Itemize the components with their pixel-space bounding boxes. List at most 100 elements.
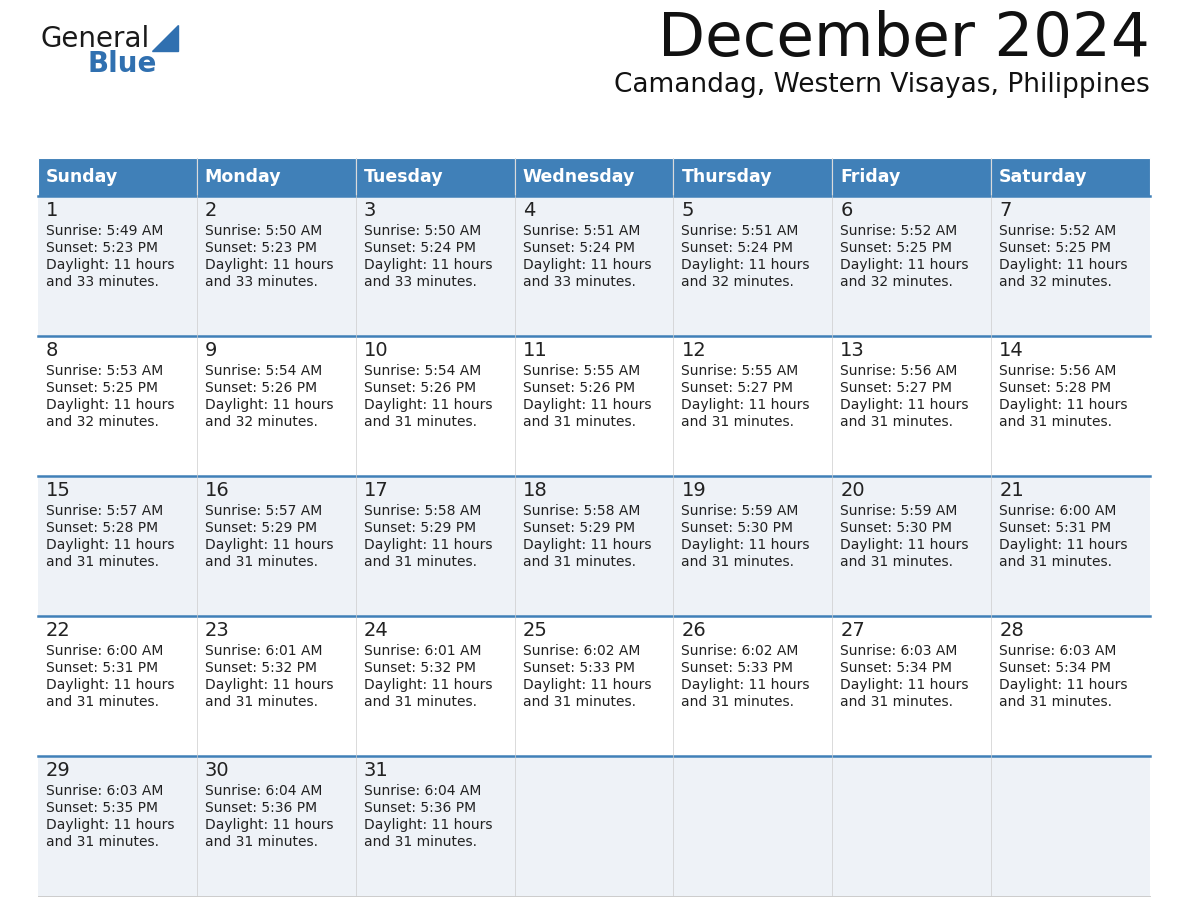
Text: and 31 minutes.: and 31 minutes. bbox=[364, 555, 476, 569]
Text: 19: 19 bbox=[682, 481, 706, 500]
Text: 17: 17 bbox=[364, 481, 388, 500]
Text: Daylight: 11 hours: Daylight: 11 hours bbox=[523, 678, 651, 692]
Text: Daylight: 11 hours: Daylight: 11 hours bbox=[46, 538, 175, 552]
Text: and 32 minutes.: and 32 minutes. bbox=[840, 275, 953, 289]
Text: Daylight: 11 hours: Daylight: 11 hours bbox=[682, 398, 810, 412]
Text: Monday: Monday bbox=[204, 168, 282, 186]
Text: 24: 24 bbox=[364, 621, 388, 640]
Text: 25: 25 bbox=[523, 621, 548, 640]
Bar bbox=[38, 616, 1150, 756]
Text: Daylight: 11 hours: Daylight: 11 hours bbox=[999, 678, 1127, 692]
Text: 20: 20 bbox=[840, 481, 865, 500]
Text: 12: 12 bbox=[682, 341, 706, 360]
Text: Sunset: 5:23 PM: Sunset: 5:23 PM bbox=[204, 241, 317, 255]
Text: Daylight: 11 hours: Daylight: 11 hours bbox=[204, 538, 334, 552]
Text: Sunrise: 6:00 AM: Sunrise: 6:00 AM bbox=[999, 504, 1117, 518]
Text: and 31 minutes.: and 31 minutes. bbox=[204, 695, 318, 709]
Text: and 31 minutes.: and 31 minutes. bbox=[364, 415, 476, 429]
Text: and 33 minutes.: and 33 minutes. bbox=[523, 275, 636, 289]
Text: Sunrise: 5:58 AM: Sunrise: 5:58 AM bbox=[364, 504, 481, 518]
Polygon shape bbox=[152, 25, 178, 51]
Text: and 31 minutes.: and 31 minutes. bbox=[46, 555, 159, 569]
Text: Sunset: 5:33 PM: Sunset: 5:33 PM bbox=[682, 661, 794, 675]
Text: Sunset: 5:34 PM: Sunset: 5:34 PM bbox=[999, 661, 1111, 675]
Text: Sunrise: 5:53 AM: Sunrise: 5:53 AM bbox=[46, 364, 163, 378]
Text: Sunrise: 5:56 AM: Sunrise: 5:56 AM bbox=[840, 364, 958, 378]
Text: Sunset: 5:34 PM: Sunset: 5:34 PM bbox=[840, 661, 953, 675]
Bar bbox=[991, 158, 1150, 196]
Bar bbox=[38, 476, 1150, 616]
Text: Sunset: 5:27 PM: Sunset: 5:27 PM bbox=[840, 381, 953, 395]
Text: and 31 minutes.: and 31 minutes. bbox=[364, 695, 476, 709]
Text: Thursday: Thursday bbox=[682, 168, 772, 186]
Text: Daylight: 11 hours: Daylight: 11 hours bbox=[364, 538, 492, 552]
Text: Sunrise: 5:54 AM: Sunrise: 5:54 AM bbox=[204, 364, 322, 378]
Text: Sunset: 5:24 PM: Sunset: 5:24 PM bbox=[523, 241, 634, 255]
Text: Sunrise: 6:03 AM: Sunrise: 6:03 AM bbox=[840, 644, 958, 658]
Text: Friday: Friday bbox=[840, 168, 901, 186]
Text: Sunrise: 5:51 AM: Sunrise: 5:51 AM bbox=[523, 224, 640, 238]
Text: Sunrise: 5:50 AM: Sunrise: 5:50 AM bbox=[364, 224, 481, 238]
Text: 10: 10 bbox=[364, 341, 388, 360]
Text: Daylight: 11 hours: Daylight: 11 hours bbox=[364, 678, 492, 692]
Text: Sunrise: 5:55 AM: Sunrise: 5:55 AM bbox=[523, 364, 640, 378]
Text: and 31 minutes.: and 31 minutes. bbox=[523, 555, 636, 569]
Text: and 31 minutes.: and 31 minutes. bbox=[840, 415, 953, 429]
Bar bbox=[38, 756, 1150, 896]
Text: Sunset: 5:36 PM: Sunset: 5:36 PM bbox=[204, 801, 317, 815]
Text: and 31 minutes.: and 31 minutes. bbox=[364, 835, 476, 849]
Text: and 33 minutes.: and 33 minutes. bbox=[204, 275, 317, 289]
Text: 3: 3 bbox=[364, 201, 377, 220]
Text: Wednesday: Wednesday bbox=[523, 168, 634, 186]
Text: Sunrise: 5:52 AM: Sunrise: 5:52 AM bbox=[840, 224, 958, 238]
Text: and 31 minutes.: and 31 minutes. bbox=[204, 835, 318, 849]
Text: Daylight: 11 hours: Daylight: 11 hours bbox=[204, 258, 334, 272]
Text: Daylight: 11 hours: Daylight: 11 hours bbox=[364, 258, 492, 272]
Text: Daylight: 11 hours: Daylight: 11 hours bbox=[682, 678, 810, 692]
Text: 28: 28 bbox=[999, 621, 1024, 640]
Text: and 31 minutes.: and 31 minutes. bbox=[840, 695, 953, 709]
Text: Sunset: 5:33 PM: Sunset: 5:33 PM bbox=[523, 661, 634, 675]
Text: and 31 minutes.: and 31 minutes. bbox=[840, 555, 953, 569]
Text: 13: 13 bbox=[840, 341, 865, 360]
Text: Tuesday: Tuesday bbox=[364, 168, 443, 186]
Text: Sunset: 5:26 PM: Sunset: 5:26 PM bbox=[364, 381, 476, 395]
Text: 23: 23 bbox=[204, 621, 229, 640]
Text: Daylight: 11 hours: Daylight: 11 hours bbox=[46, 398, 175, 412]
Text: and 32 minutes.: and 32 minutes. bbox=[46, 415, 159, 429]
Text: Sunrise: 6:00 AM: Sunrise: 6:00 AM bbox=[46, 644, 164, 658]
Text: Sunset: 5:26 PM: Sunset: 5:26 PM bbox=[523, 381, 634, 395]
Text: Daylight: 11 hours: Daylight: 11 hours bbox=[682, 538, 810, 552]
Text: Sunset: 5:32 PM: Sunset: 5:32 PM bbox=[204, 661, 317, 675]
Text: Sunrise: 5:59 AM: Sunrise: 5:59 AM bbox=[682, 504, 798, 518]
Text: 15: 15 bbox=[46, 481, 71, 500]
Text: Sunrise: 5:56 AM: Sunrise: 5:56 AM bbox=[999, 364, 1117, 378]
Text: Sunset: 5:29 PM: Sunset: 5:29 PM bbox=[364, 521, 476, 535]
Text: Sunrise: 6:03 AM: Sunrise: 6:03 AM bbox=[999, 644, 1117, 658]
Bar bbox=[38, 196, 1150, 336]
Text: Sunset: 5:32 PM: Sunset: 5:32 PM bbox=[364, 661, 475, 675]
Text: Sunset: 5:30 PM: Sunset: 5:30 PM bbox=[682, 521, 794, 535]
Text: and 32 minutes.: and 32 minutes. bbox=[999, 275, 1112, 289]
Text: 8: 8 bbox=[46, 341, 58, 360]
Text: Daylight: 11 hours: Daylight: 11 hours bbox=[364, 398, 492, 412]
Bar bbox=[355, 158, 514, 196]
Text: Daylight: 11 hours: Daylight: 11 hours bbox=[840, 398, 968, 412]
Text: 21: 21 bbox=[999, 481, 1024, 500]
Bar bbox=[197, 158, 355, 196]
Text: Sunset: 5:26 PM: Sunset: 5:26 PM bbox=[204, 381, 317, 395]
Text: Daylight: 11 hours: Daylight: 11 hours bbox=[840, 538, 968, 552]
Text: Daylight: 11 hours: Daylight: 11 hours bbox=[999, 538, 1127, 552]
Text: 16: 16 bbox=[204, 481, 229, 500]
Text: Daylight: 11 hours: Daylight: 11 hours bbox=[46, 818, 175, 832]
Text: Daylight: 11 hours: Daylight: 11 hours bbox=[204, 678, 334, 692]
Text: Daylight: 11 hours: Daylight: 11 hours bbox=[364, 818, 492, 832]
Text: Sunset: 5:25 PM: Sunset: 5:25 PM bbox=[999, 241, 1111, 255]
Text: Sunrise: 5:51 AM: Sunrise: 5:51 AM bbox=[682, 224, 798, 238]
Text: Camandag, Western Visayas, Philippines: Camandag, Western Visayas, Philippines bbox=[614, 72, 1150, 98]
Text: Sunset: 5:31 PM: Sunset: 5:31 PM bbox=[46, 661, 158, 675]
Text: Sunset: 5:24 PM: Sunset: 5:24 PM bbox=[364, 241, 475, 255]
Text: Daylight: 11 hours: Daylight: 11 hours bbox=[682, 258, 810, 272]
Text: Sunrise: 5:54 AM: Sunrise: 5:54 AM bbox=[364, 364, 481, 378]
Text: Blue: Blue bbox=[88, 50, 157, 78]
